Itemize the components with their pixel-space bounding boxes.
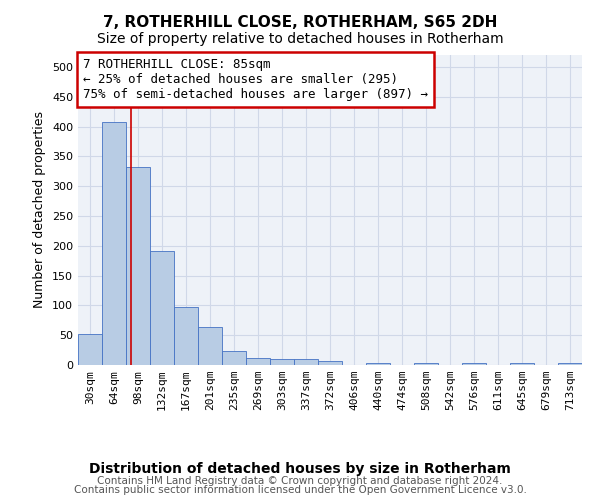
Bar — [198, 328, 222, 365]
Text: Size of property relative to detached houses in Rotherham: Size of property relative to detached ho… — [97, 32, 503, 46]
Bar — [294, 359, 318, 365]
Y-axis label: Number of detached properties: Number of detached properties — [34, 112, 46, 308]
Bar — [462, 363, 486, 365]
Bar — [270, 359, 294, 365]
Text: Distribution of detached houses by size in Rotherham: Distribution of detached houses by size … — [89, 462, 511, 476]
Bar — [150, 250, 174, 365]
Bar — [414, 363, 438, 365]
Text: Contains public sector information licensed under the Open Government Licence v3: Contains public sector information licen… — [74, 485, 526, 495]
Bar — [246, 358, 270, 365]
Bar — [318, 362, 342, 365]
Bar — [222, 350, 246, 365]
Bar — [366, 362, 390, 365]
Bar — [174, 307, 198, 365]
Bar — [78, 334, 102, 365]
Bar — [558, 363, 582, 365]
Text: Contains HM Land Registry data © Crown copyright and database right 2024.: Contains HM Land Registry data © Crown c… — [97, 476, 503, 486]
Bar — [126, 167, 150, 365]
Bar — [510, 363, 534, 365]
Bar — [102, 122, 126, 365]
Text: 7, ROTHERHILL CLOSE, ROTHERHAM, S65 2DH: 7, ROTHERHILL CLOSE, ROTHERHAM, S65 2DH — [103, 15, 497, 30]
Text: 7 ROTHERHILL CLOSE: 85sqm
← 25% of detached houses are smaller (295)
75% of semi: 7 ROTHERHILL CLOSE: 85sqm ← 25% of detac… — [83, 58, 428, 101]
